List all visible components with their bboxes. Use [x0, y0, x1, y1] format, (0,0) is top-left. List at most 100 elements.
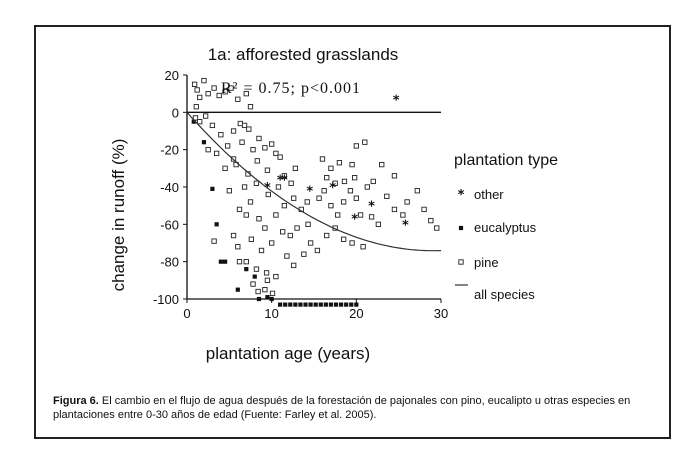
eucalyptus-point: [210, 186, 215, 191]
pine-point: [404, 199, 410, 205]
pine-point: [324, 232, 330, 239]
pine-point: [247, 199, 254, 205]
pine-point: [235, 96, 241, 102]
pine-point: [228, 85, 234, 91]
other-point: *: [277, 174, 284, 189]
pine-point: [291, 262, 297, 269]
other-point: *: [393, 93, 400, 108]
pine-point: [314, 247, 321, 254]
other-point: *: [368, 200, 375, 215]
pine-point: [193, 104, 199, 110]
pine-point: [328, 203, 334, 209]
eucalyptus-point: [328, 302, 334, 307]
other-point: *: [402, 218, 409, 233]
eucalyptus-point: [288, 302, 293, 307]
pine-point: [205, 147, 211, 153]
pine-point: [241, 184, 248, 190]
pine-point: [263, 270, 270, 276]
pine-point: [258, 247, 265, 254]
eucalyptus-point: [214, 222, 219, 227]
pine-point: [236, 206, 243, 213]
eucalyptus-point: [458, 225, 464, 231]
pine-point: [230, 232, 237, 239]
eucalyptus-point: [293, 302, 298, 307]
pine-point: [226, 188, 232, 194]
legend: plantation type other eucalyptus pine al…: [454, 152, 558, 302]
caption-label: Figura 6.: [53, 395, 99, 407]
pine-point: [362, 139, 368, 145]
pine-point: [414, 188, 420, 194]
y-tick-label: -40: [160, 180, 179, 195]
pine-point: [321, 188, 327, 194]
pine-point: [434, 225, 440, 231]
pine-point: [458, 259, 464, 265]
eucalyptus-point: [323, 302, 328, 307]
legend-label-eucalyptus: eucalyptus: [474, 220, 537, 235]
pine-point: [246, 126, 252, 132]
pine-point: [211, 238, 217, 244]
pine-point: [287, 232, 293, 239]
other-point: *: [329, 181, 336, 196]
other-point: *: [351, 213, 358, 228]
pine-point: [421, 206, 427, 213]
pine-point: [202, 113, 209, 119]
eucalyptus-point: [354, 302, 359, 307]
eucalyptus-point: [349, 302, 354, 307]
pine-point: [211, 85, 217, 91]
pine-point: [400, 212, 406, 218]
pine-point: [254, 158, 260, 164]
pine-point: [222, 89, 228, 95]
pine-point: [205, 91, 211, 97]
legend-label-pine: pine: [474, 255, 499, 270]
pine-point: [304, 199, 310, 205]
eucalyptus-point: [223, 259, 228, 264]
pine-point: [269, 141, 275, 147]
pine-point: [248, 236, 254, 242]
pine-point: [364, 184, 370, 190]
pine-point: [357, 212, 364, 218]
eucalyptus-point: [252, 274, 257, 279]
x-tick-label: 20: [349, 306, 363, 321]
eucalyptus-point: [333, 302, 339, 307]
pine-point: [281, 203, 288, 209]
pine-point: [275, 184, 282, 190]
pine-point: [239, 139, 245, 145]
other-point: *: [281, 174, 288, 189]
r-squared-annotation: R² = 0.75; p<0.001: [221, 80, 361, 97]
pine-point: [340, 236, 347, 242]
pine-point: [316, 195, 322, 201]
chart-title: 1a: afforested grasslands: [208, 45, 399, 64]
y-tick-label: -100: [153, 292, 179, 307]
pine-point: [243, 259, 249, 265]
eucalyptus-point: [244, 267, 249, 272]
pine-point: [269, 290, 276, 297]
all-species-fit-line: [186, 111, 442, 252]
y-tick-label: -60: [160, 217, 179, 232]
pine-point: [237, 120, 243, 127]
pine-point: [301, 251, 307, 257]
pine-point: [294, 225, 300, 231]
pine-point: [281, 173, 288, 179]
other-point: *: [306, 185, 313, 200]
pine-point: [273, 150, 279, 157]
pine-point: [319, 156, 326, 162]
pine-point: [347, 188, 354, 194]
pine-point: [230, 128, 237, 134]
pine-point: [277, 154, 283, 160]
pine-point: [262, 287, 268, 293]
pine-point: [384, 193, 390, 199]
pine-point: [341, 178, 348, 185]
pine-point: [291, 195, 297, 201]
pine-point: [391, 206, 398, 213]
pine-point: [256, 216, 262, 222]
pine-point: [250, 281, 256, 287]
pine-point: [250, 147, 256, 153]
pine-point: [379, 161, 385, 168]
pine-point: [236, 259, 243, 265]
pine-point: [262, 225, 268, 231]
pine-point: [216, 92, 222, 99]
pine-point: [336, 160, 343, 166]
eucalyptus-point: [191, 119, 196, 124]
eucalyptus-point: [318, 302, 323, 307]
pine-point: [328, 165, 334, 171]
